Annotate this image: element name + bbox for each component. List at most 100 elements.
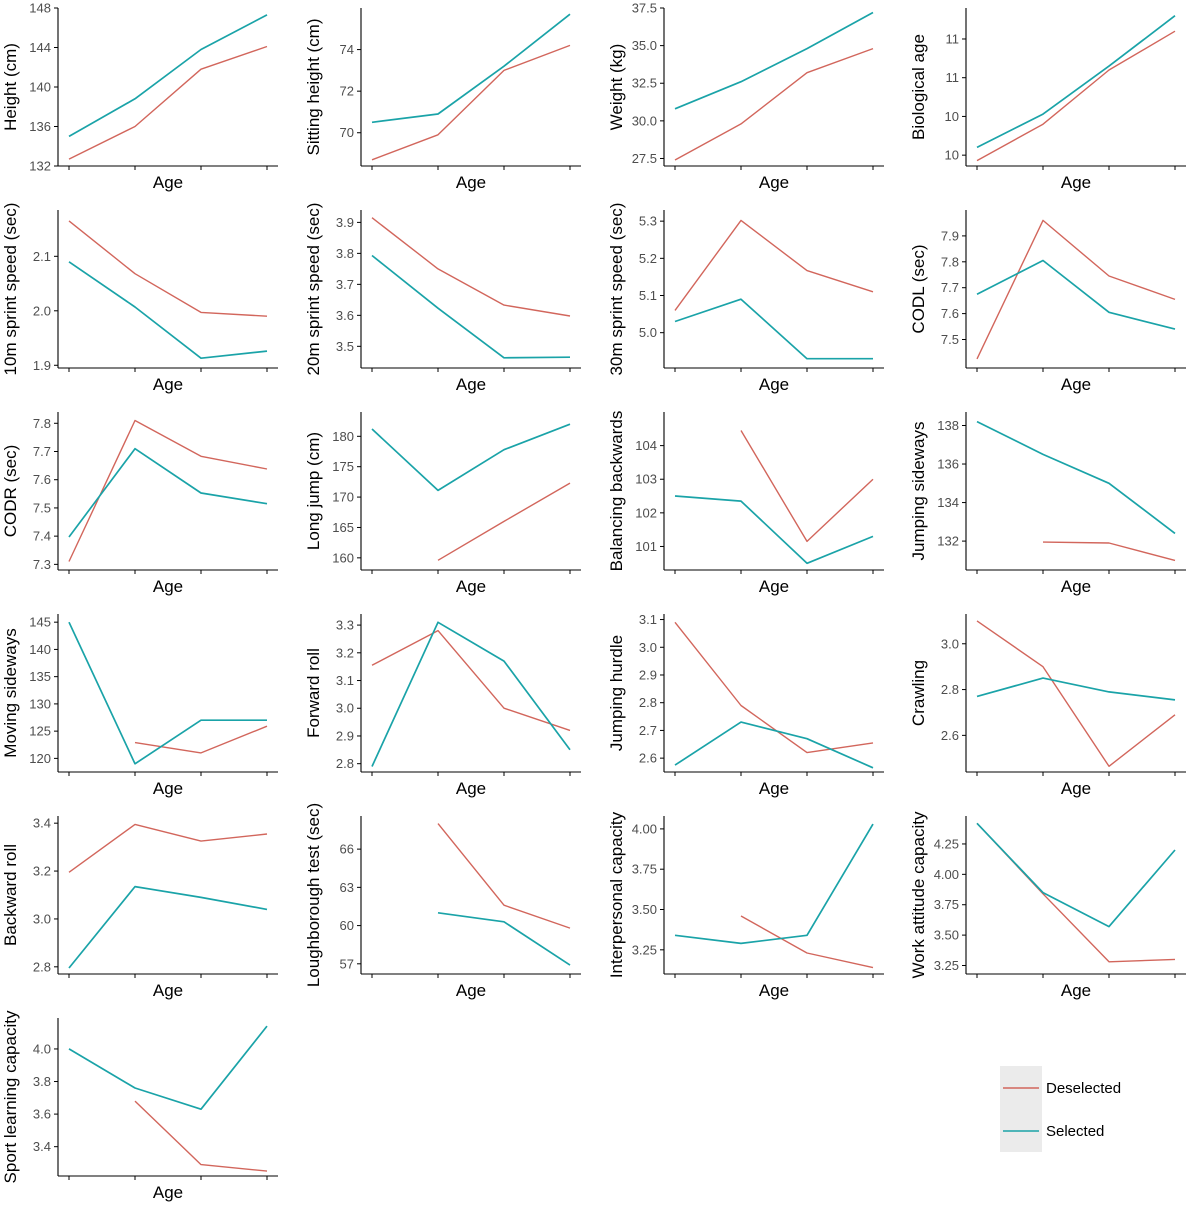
y-tick-label: 2.7 <box>639 723 657 738</box>
y-tick-label: 7.7 <box>941 280 959 295</box>
x-axis-title: Age <box>153 779 183 798</box>
y-tick-label: 180 <box>332 429 354 444</box>
y-tick-label: 7.8 <box>941 254 959 269</box>
series-line-selected <box>674 495 874 565</box>
series-line-deselected <box>976 30 1176 162</box>
y-tick-label: 2.8 <box>941 682 959 697</box>
panel-3: 27.5 30.0 32.5 35.0 37.5 Age Weight (kg) <box>607 1 884 192</box>
x-axis-title: Age <box>456 375 486 394</box>
y-axis-title: Sport learning capacity <box>1 1010 20 1183</box>
x-axis-title: Age <box>456 981 486 1000</box>
series-line-selected <box>976 677 1176 701</box>
panel-1: 132 136 140 144 148 Age Height (cm) <box>1 1 278 192</box>
y-tick-label: 102 <box>635 505 657 520</box>
y-tick-label: 145 <box>29 615 51 630</box>
series-line-selected <box>976 15 1176 149</box>
y-axis-title: CODR (sec) <box>1 445 20 538</box>
y-tick-label: 120 <box>29 751 51 766</box>
y-tick-label: 37.5 <box>632 1 657 16</box>
series-line-selected <box>437 911 571 966</box>
series-line-selected <box>371 254 571 359</box>
y-tick-label: 3.0 <box>639 640 657 655</box>
x-axis-title: Age <box>1061 981 1091 1000</box>
x-axis-title: Age <box>759 173 789 192</box>
y-tick-label: 2.6 <box>639 751 657 766</box>
y-tick-label: 2.8 <box>336 756 354 771</box>
x-axis-title: Age <box>1061 779 1091 798</box>
y-axis-title: Sitting height (cm) <box>304 19 323 156</box>
panel-5: 1.9 2.0 2.1 Age 10m sprint speed (sec) <box>1 203 278 394</box>
y-axis-title: Balancing backwards <box>607 411 626 572</box>
legend-label-selected: Selected <box>1046 1123 1104 1140</box>
x-axis-title: Age <box>759 981 789 1000</box>
y-tick-label: 10 <box>945 109 959 124</box>
panel-18: 57 60 63 66 Age Loughborough test (sec) <box>304 803 581 1000</box>
series-line-selected <box>674 721 874 769</box>
y-tick-label: 101 <box>635 539 657 554</box>
series-line-selected <box>674 298 873 360</box>
y-tick-label: 3.0 <box>336 701 354 716</box>
y-tick-label: 2.8 <box>33 959 51 974</box>
y-tick-label: 2.9 <box>639 667 657 682</box>
y-tick-label: 3.25 <box>632 942 657 957</box>
y-tick-label: 140 <box>29 642 51 657</box>
series-line-deselected <box>68 45 268 160</box>
y-tick-label: 3.25 <box>934 958 959 973</box>
series-line-selected <box>68 261 268 360</box>
legend: Deselected Selected <box>1000 1066 1121 1152</box>
series-line-deselected <box>674 621 874 754</box>
y-tick-label: 3.1 <box>639 612 657 627</box>
series-line-deselected <box>68 419 268 562</box>
y-tick-label: 3.7 <box>336 277 354 292</box>
y-tick-label: 2.6 <box>941 728 959 743</box>
panel-2: 70 72 74 Age Sitting height (cm) <box>304 8 581 192</box>
y-tick-label: 60 <box>340 918 354 933</box>
series-line-deselected <box>68 220 268 317</box>
y-tick-label: 3.50 <box>632 902 657 917</box>
y-tick-label: 5.2 <box>639 251 657 266</box>
y-tick-label: 134 <box>937 495 959 510</box>
y-axis-title: Work attitude capacity <box>909 811 928 978</box>
y-tick-label: 27.5 <box>632 151 657 166</box>
y-tick-label: 30.0 <box>632 113 657 128</box>
panel-15: 2.6 2.7 2.8 2.9 3.0 3.1 Age Jumping hurdle <box>607 612 884 798</box>
series-line-selected <box>976 822 1176 928</box>
series-line-deselected <box>740 915 874 969</box>
panel-11: 101 102 103 104 Age Balancing backwards <box>607 411 884 596</box>
y-tick-label: 2.0 <box>33 303 51 318</box>
series-line-deselected <box>437 482 571 561</box>
panel-9: 7.3 7.4 7.5 7.6 7.7 7.8 Age CODR (sec) <box>1 412 278 596</box>
x-axis-title: Age <box>153 173 183 192</box>
panel-12: 132 134 136 138 Age Jumping sideways <box>909 412 1186 596</box>
y-tick-label: 66 <box>340 842 354 857</box>
y-tick-label: 4.25 <box>934 836 959 851</box>
y-tick-label: 4.00 <box>934 867 959 882</box>
panel-21: 3.4 3.6 3.8 4.0 Age Sport learning capacity <box>1 1010 278 1202</box>
series-line-selected <box>371 13 571 124</box>
y-tick-label: 3.0 <box>33 911 51 926</box>
y-tick-label: 7.5 <box>941 332 959 347</box>
panel-10: 160 165 170 175 180 Age Long jump (cm) <box>304 412 581 596</box>
y-tick-label: 2.1 <box>33 249 51 264</box>
series-line-deselected <box>371 217 571 317</box>
y-tick-label: 3.8 <box>336 246 354 261</box>
y-axis-title: Jumping sideways <box>909 422 928 561</box>
y-tick-label: 11 <box>946 31 960 46</box>
y-tick-label: 11 <box>946 70 960 85</box>
panel-20: 3.25 3.50 3.75 4.00 4.25 Age Work attitude cap… <box>909 811 1186 1000</box>
y-tick-label: 3.5 <box>336 339 354 354</box>
y-tick-label: 132 <box>29 159 51 174</box>
series-line-selected <box>371 423 571 492</box>
y-tick-label: 4.0 <box>33 1041 51 1056</box>
y-axis-title: Jumping hurdle <box>607 635 626 751</box>
panel-14: 2.8 2.9 3.0 3.1 3.2 3.3 Age Forward roll <box>304 614 581 798</box>
y-tick-label: 3.3 <box>336 618 354 633</box>
y-tick-label: 7.7 <box>33 444 51 459</box>
series-line-selected <box>68 621 267 765</box>
y-axis-title: Backward roll <box>1 844 20 946</box>
series-line-deselected <box>371 629 571 732</box>
y-axis-title: Height (cm) <box>1 43 20 131</box>
y-tick-label: 104 <box>635 438 657 453</box>
x-axis-title: Age <box>1061 173 1091 192</box>
series-line-selected <box>371 621 571 767</box>
